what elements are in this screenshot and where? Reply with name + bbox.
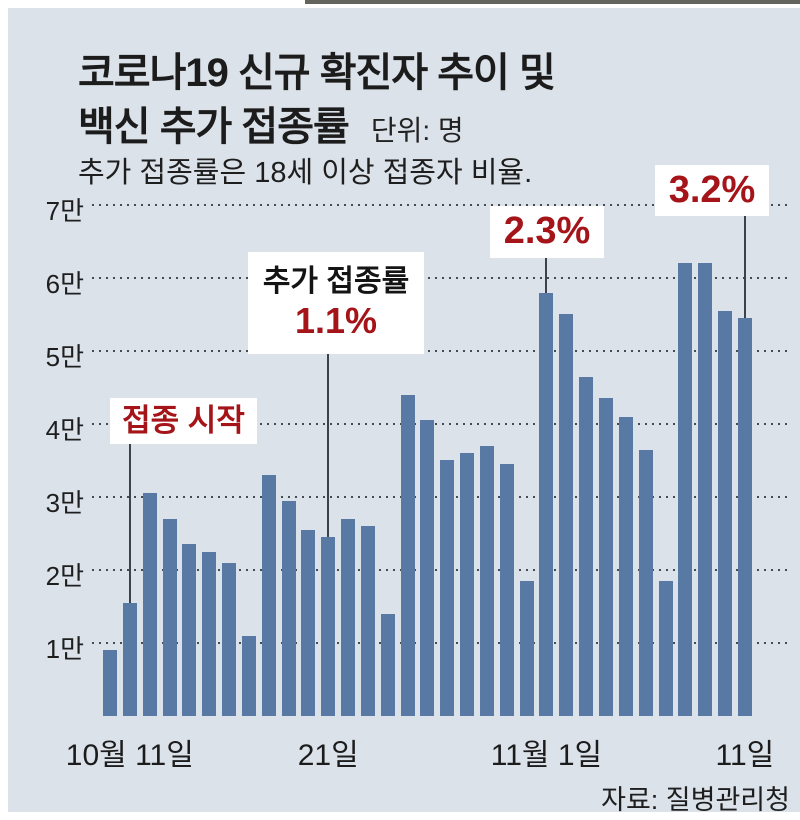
x-axis-tick-label: 10월 11일 [65, 739, 194, 772]
bar [479, 446, 494, 716]
gridline [92, 423, 788, 425]
bar [559, 314, 574, 716]
bar [321, 537, 336, 716]
source-label: 자료: 질병관리청 [601, 785, 790, 815]
y-axis-tick-label: 2만 [45, 561, 84, 591]
bar [698, 263, 713, 716]
gridline [92, 277, 788, 279]
annotation-box: 접종 시작 [110, 398, 257, 444]
annotation-leader-line [743, 216, 746, 319]
annotation-leader-line [327, 354, 330, 538]
annotation-leader-line [128, 444, 131, 603]
bar [182, 544, 197, 716]
bar [261, 475, 276, 716]
annotation-rate-value: 3.2% [668, 168, 756, 211]
bar [301, 530, 316, 716]
bar [241, 636, 256, 716]
y-axis-tick-label: 7만 [45, 196, 84, 226]
bar [103, 650, 117, 716]
annotation-box: 3.2% [655, 165, 769, 216]
chart-subtitle: 추가 접종률은 18세 이상 접종자 비율. [78, 157, 533, 189]
bar [658, 581, 673, 716]
bar [420, 420, 435, 716]
x-axis-tick-label: 11월 1일 [490, 739, 603, 772]
bar [122, 603, 137, 716]
bar [460, 453, 475, 716]
annotation-rate-value: 1.1% [294, 299, 378, 341]
bar [519, 581, 534, 716]
gridline [92, 642, 788, 644]
bar [380, 614, 395, 716]
y-axis-tick-label: 5만 [45, 342, 84, 372]
bar [539, 293, 554, 716]
y-axis-tick-label: 3만 [45, 488, 84, 518]
bar [599, 398, 613, 716]
top-divider-rule [305, 0, 800, 4]
bar [222, 563, 237, 716]
page-title-line2: 백신 추가 접종률 [78, 105, 350, 149]
bar [718, 311, 733, 716]
gridline [92, 204, 788, 206]
bar [360, 526, 375, 716]
bar [142, 493, 157, 716]
bar [678, 263, 693, 716]
gridline [92, 569, 788, 571]
x-axis-tick-label: 21일 [297, 739, 359, 772]
x-axis-tick-label: 11일 [715, 739, 775, 772]
annotation-box: 추가 접종률 1.1% [248, 252, 424, 354]
bar [737, 318, 752, 716]
bar [638, 450, 653, 716]
annotation-box: 2.3% [490, 206, 604, 258]
y-axis-tick-label: 1만 [45, 634, 84, 664]
chart-panel: 코로나19 신규 확진자 추이 및 백신 추가 접종률 단위: 명 추가 접종률… [8, 8, 800, 815]
unit-label: 단위: 명 [370, 115, 464, 146]
gridline [92, 496, 788, 498]
annotation-label: 추가 접종률 [262, 265, 410, 299]
bar [618, 417, 633, 716]
bar [281, 501, 296, 716]
bar [162, 519, 177, 716]
y-axis-tick-label: 6만 [45, 269, 84, 299]
annotation-label-red: 접종 시작 [122, 403, 245, 439]
bar [341, 519, 356, 716]
page-title-line1: 코로나19 신규 확진자 추이 및 [78, 51, 556, 95]
page-title-line2-row: 백신 추가 접종률 단위: 명 [78, 94, 464, 152]
y-axis-tick-label: 4만 [45, 415, 84, 445]
bar [499, 464, 514, 716]
bar [440, 460, 455, 716]
annotation-rate-value: 2.3% [503, 210, 591, 253]
bar [400, 395, 415, 716]
bar [202, 552, 217, 716]
annotation-leader-line [545, 258, 548, 293]
bar [579, 377, 594, 716]
gridline [92, 350, 788, 352]
